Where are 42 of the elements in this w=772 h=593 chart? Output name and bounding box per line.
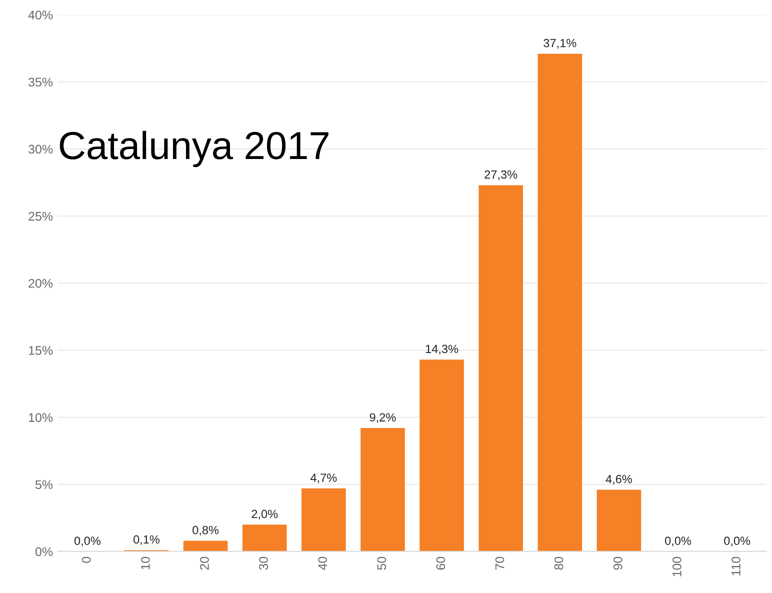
bar	[538, 54, 582, 552]
y-tick-label: 30%	[28, 144, 53, 154]
data-label: 4,6%	[606, 474, 632, 485]
data-label: 0,0%	[74, 536, 100, 546]
x-tick-label: 90	[613, 556, 622, 570]
x-tick-label: 110	[732, 556, 740, 576]
data-label: 37,1%	[544, 38, 576, 49]
bar	[183, 540, 228, 552]
data-label: 27,3%	[484, 170, 518, 180]
x-tick-label: 60	[436, 556, 446, 570]
x-tick-label: 20	[200, 556, 209, 570]
text: Catalunya 2017	[60, 130, 328, 168]
data-label: 14,3%	[426, 344, 458, 355]
x-tick-label: 40	[318, 556, 328, 570]
x-tick-label: 50	[377, 556, 386, 570]
bar	[420, 360, 464, 552]
y-tick-label: 35%	[28, 78, 53, 87]
data-label: 0,0%	[665, 536, 692, 546]
y-tick-label: 10%	[28, 413, 53, 422]
bar	[360, 428, 405, 552]
y-tick-label: 25%	[28, 212, 53, 221]
y-tick-label: 5%	[35, 480, 53, 490]
x-tick-label: 100	[672, 556, 682, 576]
data-label: 0,1%	[133, 535, 160, 546]
bar	[596, 490, 642, 552]
y-tick-label: 20%	[28, 278, 53, 288]
data-label: 9,2%	[370, 413, 396, 423]
data-label: 4,7%	[310, 474, 337, 484]
data-label: 0,8%	[192, 526, 219, 536]
y-tick-label: 0%	[35, 547, 53, 556]
x-tick-label: 0	[82, 556, 91, 563]
bar	[242, 524, 287, 552]
y-tick-label: 15%	[28, 346, 53, 355]
bar	[478, 185, 523, 552]
x-tick-label: 80	[554, 556, 564, 570]
x-tick-label: 70	[495, 556, 504, 570]
x-tick-label: 10	[140, 556, 150, 570]
data-label: 0,0%	[724, 536, 750, 546]
bar	[302, 488, 346, 552]
y-tick-label: 40%	[28, 10, 53, 20]
x-tick-label: 30	[259, 556, 268, 570]
data-label: 2,0%	[252, 510, 278, 520]
